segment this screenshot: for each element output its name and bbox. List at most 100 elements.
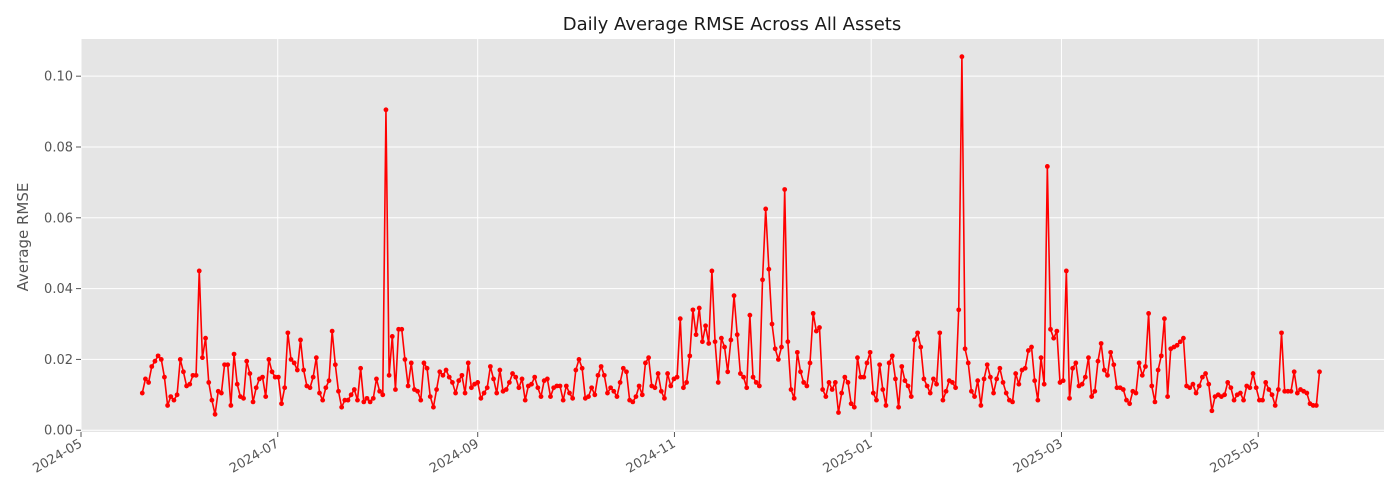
data-point xyxy=(1241,397,1246,403)
data-point xyxy=(320,397,326,403)
data-point xyxy=(494,390,500,396)
data-point xyxy=(741,374,746,380)
data-point xyxy=(870,390,876,396)
data-point xyxy=(570,395,576,401)
data-point xyxy=(617,380,623,385)
data-point xyxy=(662,395,667,401)
data-point xyxy=(652,385,658,391)
data-point xyxy=(491,376,496,382)
data-point xyxy=(718,335,724,341)
data-point xyxy=(244,358,250,364)
data-point xyxy=(143,376,148,382)
data-point xyxy=(1206,381,1212,387)
data-point xyxy=(690,307,696,313)
data-point xyxy=(908,394,914,399)
data-point xyxy=(1203,371,1208,376)
data-point xyxy=(782,187,788,192)
data-point xyxy=(902,378,908,384)
data-point xyxy=(1054,328,1060,334)
data-point xyxy=(1317,369,1322,375)
data-point xyxy=(1260,397,1265,403)
data-point xyxy=(994,376,1000,382)
data-point xyxy=(275,374,281,380)
data-point xyxy=(475,380,481,385)
data-point xyxy=(848,401,854,407)
x-tick-label: 2024-09 xyxy=(427,436,482,476)
data-point xyxy=(991,390,996,396)
data-point xyxy=(1029,344,1034,350)
data-point xyxy=(655,371,661,376)
data-point xyxy=(788,387,794,392)
data-point xyxy=(1313,403,1319,408)
data-point xyxy=(880,387,886,392)
data-point xyxy=(874,397,879,403)
data-point xyxy=(231,351,237,357)
data-point xyxy=(168,394,174,399)
data-point xyxy=(209,397,215,403)
data-point xyxy=(1269,392,1275,398)
data-point xyxy=(693,332,699,338)
data-point xyxy=(772,346,778,352)
data-point xyxy=(1136,360,1142,366)
data-point xyxy=(851,404,857,410)
data-point xyxy=(408,360,414,366)
data-point xyxy=(513,374,519,380)
data-point xyxy=(193,372,199,378)
data-point xyxy=(1048,326,1053,332)
data-point xyxy=(760,277,765,283)
data-point xyxy=(370,395,376,401)
data-point xyxy=(212,411,218,417)
plot-area xyxy=(81,39,1384,432)
data-point xyxy=(927,390,933,396)
data-point xyxy=(1111,362,1117,368)
data-point xyxy=(1073,360,1079,366)
data-point xyxy=(785,339,791,345)
data-point xyxy=(253,385,259,391)
data-point xyxy=(1124,397,1129,403)
x-tick-label: 2024-11 xyxy=(624,436,679,476)
data-point xyxy=(1193,390,1199,396)
data-point xyxy=(529,381,534,387)
data-point xyxy=(279,401,284,407)
data-point xyxy=(1143,364,1148,369)
data-point xyxy=(310,374,316,380)
data-point xyxy=(1158,353,1164,359)
data-point xyxy=(155,353,161,359)
data-point xyxy=(883,403,889,408)
data-point xyxy=(348,392,354,398)
data-point xyxy=(1190,381,1196,387)
data-point xyxy=(912,337,917,343)
data-point xyxy=(1222,392,1227,398)
data-point xyxy=(1237,390,1243,396)
data-point xyxy=(532,374,538,380)
data-point xyxy=(149,364,155,369)
data-point xyxy=(1146,310,1152,316)
data-point xyxy=(703,323,708,329)
data-point xyxy=(959,54,965,60)
data-point xyxy=(1294,390,1300,396)
data-point xyxy=(665,371,670,376)
data-point xyxy=(1070,365,1076,371)
data-point xyxy=(1196,383,1202,389)
data-point xyxy=(728,337,734,343)
data-point xyxy=(1174,342,1180,348)
data-point xyxy=(794,349,800,355)
data-point xyxy=(450,380,455,385)
data-point xyxy=(1155,367,1161,373)
data-point xyxy=(234,381,240,387)
data-point xyxy=(171,397,177,403)
data-point xyxy=(737,371,743,376)
data-point xyxy=(247,371,253,376)
data-point xyxy=(1101,367,1107,373)
data-point xyxy=(1272,403,1278,408)
data-point xyxy=(921,376,927,382)
data-point xyxy=(1082,374,1088,380)
data-point xyxy=(1010,399,1015,405)
data-point xyxy=(766,266,772,272)
data-point xyxy=(750,374,756,380)
data-point xyxy=(1067,395,1072,401)
data-point xyxy=(326,378,332,384)
data-point xyxy=(791,395,797,401)
data-point xyxy=(336,388,341,394)
